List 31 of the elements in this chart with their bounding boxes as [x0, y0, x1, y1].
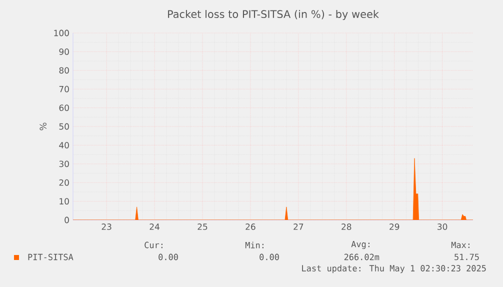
y-tick-label: 50 — [59, 123, 69, 130]
y-tick-label: 90 — [59, 48, 69, 55]
x-tick-label: 30 — [438, 224, 448, 230]
text: 51.75 — [454, 254, 479, 260]
text: 0.00 — [158, 254, 178, 260]
chart-title: Packet loss to PIT-SITSA (in %) - by week — [168, 10, 379, 20]
text: 266.02m — [344, 254, 380, 260]
x-tick-label: 27 — [294, 224, 304, 230]
y-tick-label: 20 — [59, 179, 69, 186]
text: Min: — [245, 242, 264, 248]
text: Avg: — [351, 241, 370, 249]
y-tick-label: 10 — [60, 198, 69, 205]
legend-label: PIT-SITSA — [28, 254, 74, 260]
text: Max: — [451, 242, 470, 248]
x-tick-label: 28 — [342, 224, 352, 230]
x-tick-label: 23 — [102, 224, 112, 230]
x-tick-label: 24 — [150, 224, 160, 230]
text: 0.00 — [260, 254, 279, 260]
y-tick-label: 80 — [59, 67, 69, 74]
y-tick-label: 40 — [59, 142, 69, 148]
y-tick-label: 100 — [54, 30, 69, 36]
x-tick-label: 29 — [390, 224, 400, 230]
y-tick-label: 30 — [59, 160, 69, 168]
y-axis-title: % — [40, 122, 46, 130]
y-tick-label: 60 — [59, 104, 69, 112]
text: Cur: — [144, 242, 162, 248]
y-tick-label: 0 — [64, 216, 69, 224]
y-tick-label: 70 — [59, 86, 69, 92]
text: Last update: Thu May 1 02:30:23 2025 — [302, 264, 486, 274]
x-tick-label: 26 — [246, 224, 256, 230]
x-tick-label: 25 — [198, 224, 208, 230]
